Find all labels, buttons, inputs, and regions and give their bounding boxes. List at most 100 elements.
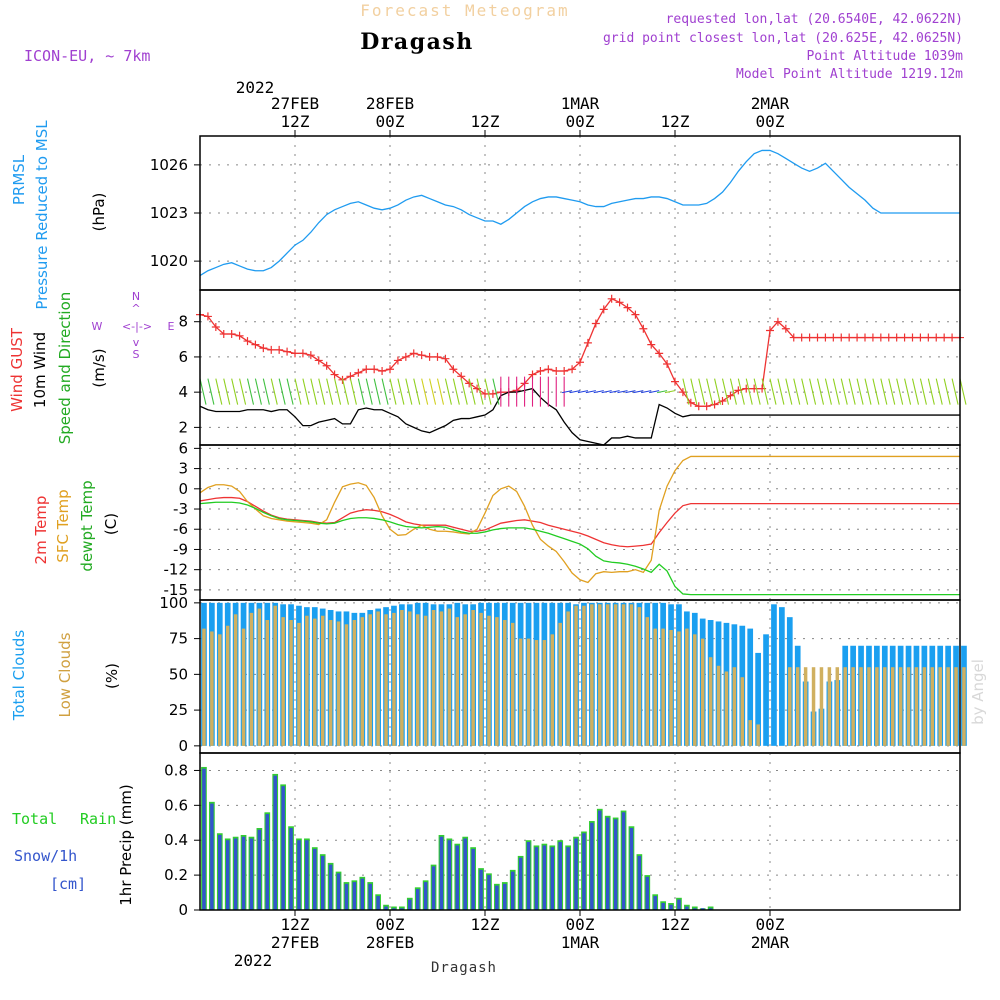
bar <box>305 615 309 746</box>
bar <box>637 855 642 910</box>
bar <box>930 667 935 746</box>
wind-arrow <box>698 378 706 405</box>
bar <box>803 667 808 746</box>
wind-arrow <box>951 378 959 405</box>
series-2m-temp <box>199 496 960 548</box>
gust-marker <box>259 344 268 353</box>
wind-arrow <box>864 378 872 405</box>
wind-label-speed-dir: Speed and Direction <box>56 292 74 445</box>
bar <box>661 628 665 746</box>
wind-label-gust: Wind GUST <box>8 327 26 412</box>
y-tick-label: 0 <box>178 901 188 919</box>
gust-marker <box>797 333 806 342</box>
gust-marker <box>702 402 711 411</box>
wind-arrow <box>935 378 943 405</box>
grid-point-coords: grid point closest lon,lat (20.625E, 42.… <box>603 31 963 46</box>
gust-marker <box>845 333 854 342</box>
gust-marker <box>837 333 846 342</box>
top-tick-date: 27FEB <box>271 94 319 113</box>
pressure-label-2: Pressure Reduced to MSL <box>33 120 51 310</box>
wind-arrow <box>714 378 722 405</box>
bottom-tick-hour: 12Z <box>661 915 690 934</box>
bar <box>550 634 555 746</box>
pressure-label-1: PRMSL <box>10 154 28 205</box>
y-tick-label: 1023 <box>150 204 188 222</box>
bar <box>890 667 895 746</box>
wind-arrow <box>302 378 310 405</box>
gust-marker <box>766 326 774 335</box>
bar <box>898 667 903 746</box>
bar <box>637 607 642 746</box>
bar <box>708 657 713 746</box>
bar <box>336 873 341 910</box>
wind-arrow <box>601 390 612 394</box>
bottom-tick-date: 2MAR <box>751 933 790 952</box>
gust-marker <box>267 345 276 354</box>
bar <box>328 620 333 746</box>
wind-arrow <box>633 390 644 394</box>
gust-marker <box>631 310 640 319</box>
bar <box>439 611 444 746</box>
wind-arrow <box>943 378 951 405</box>
bar <box>883 667 887 746</box>
y-tick-label: 4 <box>178 383 188 401</box>
bar <box>447 608 452 746</box>
wind-arrow <box>625 390 636 394</box>
gust-marker <box>235 331 244 340</box>
bar <box>320 855 325 910</box>
bar <box>400 908 404 910</box>
wind-arrow <box>706 378 714 405</box>
bottom-location-label: Dragash <box>431 960 497 976</box>
bottom-tick-hour: 12Z <box>471 915 500 934</box>
wind-arrow <box>888 378 896 405</box>
bar <box>906 667 911 746</box>
bar <box>962 667 966 746</box>
gust-marker <box>441 354 450 363</box>
model-altitude: Model Point Altitude 1219.12m <box>736 67 963 82</box>
y-tick-label: 0.6 <box>164 796 188 814</box>
bar <box>645 876 650 910</box>
bar <box>328 864 333 910</box>
gust-marker <box>671 377 679 386</box>
bar <box>732 667 737 746</box>
wind-arrow <box>389 378 397 405</box>
bar <box>677 899 681 910</box>
y-tick-label: -15 <box>164 581 189 599</box>
top-tick-hour: 00Z <box>376 112 405 131</box>
gust-marker <box>663 359 672 368</box>
pressure-ylabel: (hPa) <box>90 193 108 232</box>
y-tick-label: -12 <box>164 561 189 579</box>
bar <box>763 634 769 746</box>
gust-marker <box>892 333 901 342</box>
bar <box>344 883 349 910</box>
wind-arrow <box>318 378 326 405</box>
bar <box>811 667 816 746</box>
gust-marker <box>322 361 331 370</box>
wind-arrow <box>745 378 753 405</box>
bar <box>645 617 650 746</box>
panels: 1020 1023 1026 2 4 6 8 -15 -12 -9 -6 -3 0 3 6 0 25 50 75 10… <box>150 135 967 919</box>
bar <box>313 848 317 910</box>
gust-marker <box>805 333 814 342</box>
gust-marker <box>615 298 624 307</box>
bottom-tick-date: 1MAR <box>561 933 600 952</box>
wind-arrow <box>801 378 809 405</box>
bar <box>582 605 586 746</box>
y-tick-label: 0.8 <box>164 761 188 779</box>
panel-precip: 0 0.2 0.4 0.6 0.8 <box>164 752 961 919</box>
panel-frame <box>199 289 961 446</box>
y-tick-label: 2 <box>178 418 188 436</box>
bottom-tick-date: 27FEB <box>271 933 319 952</box>
bar <box>590 604 594 746</box>
gust-marker <box>544 365 553 374</box>
bar <box>415 614 420 746</box>
series-wind-gust <box>196 294 964 411</box>
y-tick-label: 0.4 <box>164 831 188 849</box>
gust-marker <box>948 333 957 342</box>
y-tick-label: -3 <box>173 500 188 518</box>
wind-arrow <box>561 390 573 394</box>
bottom-tick-hour: 00Z <box>376 915 405 934</box>
wind-arrow <box>872 378 880 405</box>
wind-arrow <box>769 378 777 405</box>
